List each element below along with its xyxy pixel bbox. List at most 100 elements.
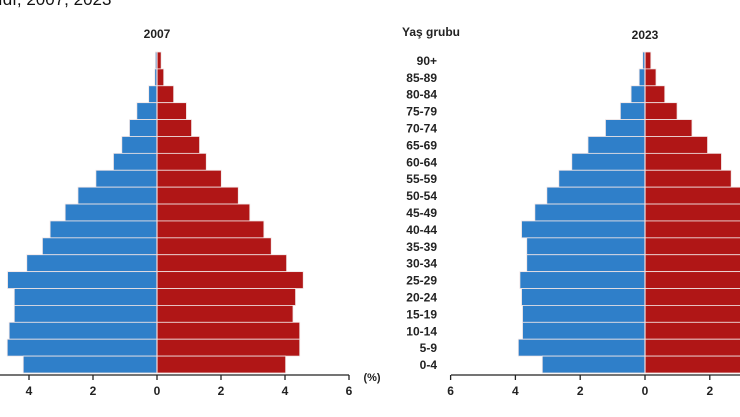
bar-2023-right-50-54: [644, 186, 740, 205]
bar-2023-left-80-84: [630, 85, 646, 104]
bar-2007-left-0-4: [22, 355, 158, 374]
bar-2023-left-20-24: [521, 288, 646, 306]
bar-2023-left-0-4: [541, 355, 646, 374]
bar-2007-right-75-79: [156, 102, 187, 120]
bar-2007-left-55-59: [95, 169, 158, 188]
bar-2007-right-50-54: [156, 186, 239, 205]
bar-2023-right-55-59: [644, 169, 732, 188]
bar-2023-left-70-74: [605, 119, 646, 137]
bar-2007-right-90+: [156, 51, 162, 70]
age-group-label: 40-44: [406, 223, 437, 237]
bar-2023-left-55-59: [558, 169, 646, 188]
age-group-label: 60-64: [406, 155, 437, 169]
bar-2023-left-5-9: [517, 338, 646, 357]
age-group-label: 70-74: [406, 122, 437, 136]
age-group-label: 75-79: [406, 105, 437, 119]
bar-2023-right-90+: [644, 51, 652, 70]
bar-2007-right-80-84: [156, 85, 175, 104]
age-group-label: 55-59: [406, 172, 437, 186]
bar-2023-left-65-69: [587, 136, 646, 154]
x-tick-label: 2: [218, 384, 225, 398]
bar-2023-right-40-44: [644, 220, 740, 239]
x-tick-label: 2: [90, 384, 97, 398]
bar-2007-left-20-24: [13, 288, 158, 306]
bar-2023-left-50-54: [546, 186, 646, 205]
bar-2023-right-70-74: [644, 119, 693, 137]
bar-2007-left-45-49: [64, 203, 158, 222]
age-group-label: 90+: [417, 54, 437, 68]
bar-2023-right-5-9: [644, 338, 740, 357]
x-tick-label: 0: [154, 384, 161, 398]
bar-2007-right-10-14: [156, 321, 301, 340]
x-tick-label: 4: [512, 384, 519, 398]
bar-2007-left-5-9: [6, 338, 158, 357]
bar-2007-right-45-49: [156, 203, 251, 222]
x-tick-label: 0: [642, 384, 649, 398]
bar-2007-left-35-39: [42, 237, 158, 256]
bar-2007-left-70-74: [129, 119, 158, 137]
age-group-label: 10-14: [406, 324, 437, 338]
panel-title-2023: 2023: [632, 28, 659, 42]
category-axis-title: Yaş grubu: [402, 25, 460, 39]
age-group-label: 5-9: [420, 341, 438, 355]
age-group-label: 80-84: [406, 88, 437, 102]
panel-title-2007: 2007: [144, 27, 171, 41]
bar-2023-right-25-29: [644, 271, 740, 289]
bar-2023-right-10-14: [644, 321, 740, 340]
bar-2023-right-35-39: [644, 237, 740, 256]
bar-2007-left-15-19: [13, 305, 158, 323]
bar-2007-right-5-9: [156, 338, 301, 357]
bar-2007-right-20-24: [156, 288, 296, 306]
bar-2007-right-25-29: [156, 271, 304, 289]
bar-2023-right-0-4: [644, 355, 740, 374]
bar-2007-right-55-59: [156, 169, 222, 188]
bar-2007-left-50-54: [77, 186, 158, 205]
bar-2023-right-85-89: [644, 68, 657, 87]
bar-2007-right-30-34: [156, 254, 288, 273]
bar-2023-right-80-84: [644, 85, 666, 104]
bar-2007-left-40-44: [49, 220, 158, 239]
x-tick-label: 4: [26, 384, 33, 398]
bar-2007-left-60-64: [113, 152, 158, 171]
age-group-label: 20-24: [406, 290, 437, 304]
age-group-label: 50-54: [406, 189, 437, 203]
age-group-label: 65-69: [406, 138, 437, 152]
age-group-label: 15-19: [406, 307, 437, 321]
bar-2007-right-0-4: [156, 355, 287, 374]
bar-2023-right-75-79: [644, 102, 678, 120]
x-tick-label: 4: [282, 384, 289, 398]
bar-2007-left-80-84: [148, 85, 158, 104]
bar-2023-left-40-44: [521, 220, 646, 239]
bar-2023-left-85-89: [638, 68, 646, 87]
bar-2023-left-60-64: [571, 152, 646, 171]
unit-label: (%): [363, 372, 380, 384]
age-group-label: 35-39: [406, 240, 437, 254]
x-tick-label: 2: [706, 384, 713, 398]
age-group-label: 25-29: [406, 274, 437, 288]
bar-2023-left-30-34: [526, 254, 646, 273]
bar-2023-right-60-64: [644, 152, 722, 171]
age-group-label: 45-49: [406, 206, 437, 220]
bar-2023-right-65-69: [644, 136, 708, 154]
bar-2007-right-40-44: [156, 220, 265, 239]
bar-2023-right-15-19: [644, 305, 740, 323]
age-group-label: 0-4: [420, 358, 438, 372]
bar-2007-left-65-69: [121, 136, 158, 154]
bar-2007-right-85-89: [156, 68, 165, 87]
bar-2023-left-15-19: [522, 305, 646, 323]
bar-2007-right-65-69: [156, 136, 200, 154]
x-tick-label: 6: [447, 384, 454, 398]
bar-2023-left-10-14: [522, 321, 646, 340]
bar-2023-left-35-39: [526, 237, 646, 256]
x-tick-label: 2: [577, 384, 584, 398]
x-tick-label: 6: [346, 384, 353, 398]
bar-2007-left-30-34: [26, 254, 158, 273]
bar-2007-left-25-29: [7, 271, 158, 289]
bar-2023-right-20-24: [644, 288, 740, 306]
bar-2007-right-15-19: [156, 305, 294, 323]
age-group-label: 85-89: [406, 71, 437, 85]
bar-2007-right-70-74: [156, 119, 192, 137]
bar-2023-left-25-29: [519, 271, 646, 289]
bar-2007-left-10-14: [8, 321, 158, 340]
